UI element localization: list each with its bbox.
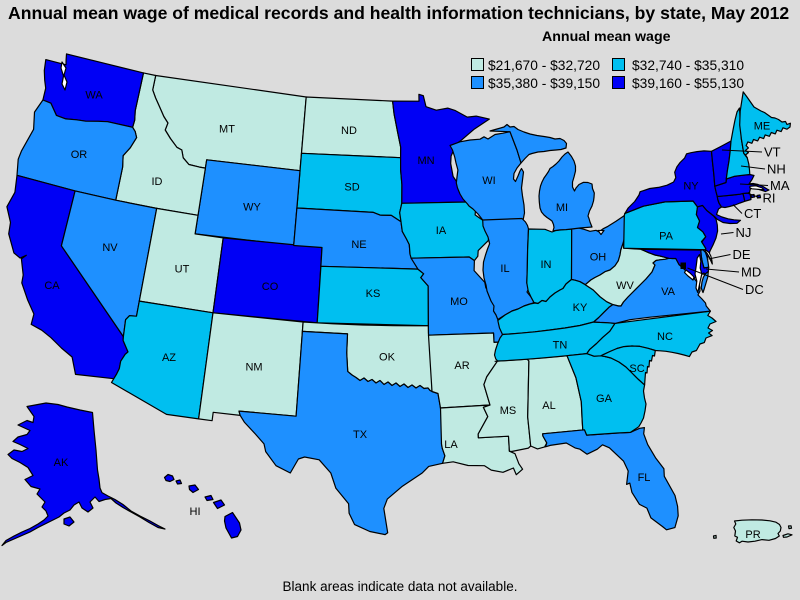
svg-text:OH: OH bbox=[590, 251, 607, 263]
svg-text:MA: MA bbox=[770, 178, 790, 193]
svg-text:ND: ND bbox=[341, 125, 357, 137]
svg-text:MN: MN bbox=[417, 155, 434, 167]
svg-text:VA: VA bbox=[661, 286, 676, 298]
svg-text:NE: NE bbox=[351, 239, 366, 251]
svg-text:NC: NC bbox=[657, 331, 673, 343]
svg-text:UT: UT bbox=[175, 263, 190, 275]
svg-text:WA: WA bbox=[85, 89, 103, 101]
svg-text:AR: AR bbox=[454, 360, 469, 372]
svg-text:VT: VT bbox=[764, 145, 781, 160]
svg-text:LA: LA bbox=[444, 439, 458, 451]
svg-text:AZ: AZ bbox=[162, 352, 176, 364]
svg-text:AL: AL bbox=[542, 400, 555, 412]
svg-text:TX: TX bbox=[353, 429, 368, 441]
svg-text:ME: ME bbox=[754, 120, 771, 132]
svg-text:NM: NM bbox=[245, 361, 262, 373]
svg-text:PR: PR bbox=[745, 529, 760, 541]
svg-text:MT: MT bbox=[219, 123, 235, 135]
svg-text:CA: CA bbox=[44, 280, 60, 292]
svg-text:KY: KY bbox=[573, 302, 588, 314]
svg-text:HI: HI bbox=[190, 506, 201, 518]
svg-text:RI: RI bbox=[763, 191, 776, 206]
svg-text:SD: SD bbox=[344, 181, 359, 193]
svg-text:IN: IN bbox=[541, 259, 552, 271]
svg-text:WI: WI bbox=[482, 175, 495, 187]
svg-text:GA: GA bbox=[596, 393, 613, 405]
svg-text:NH: NH bbox=[767, 162, 786, 177]
svg-text:WV: WV bbox=[616, 280, 634, 292]
svg-text:WY: WY bbox=[243, 201, 261, 213]
svg-text:IA: IA bbox=[436, 225, 447, 237]
svg-text:IL: IL bbox=[500, 263, 509, 275]
svg-text:DC: DC bbox=[745, 282, 764, 297]
svg-text:KS: KS bbox=[366, 288, 381, 300]
svg-text:OR: OR bbox=[71, 149, 88, 161]
svg-text:TN: TN bbox=[553, 339, 568, 351]
svg-text:MO: MO bbox=[450, 296, 468, 308]
svg-text:AK: AK bbox=[54, 457, 69, 469]
svg-text:NV: NV bbox=[102, 242, 118, 254]
svg-text:DE: DE bbox=[733, 247, 751, 262]
svg-text:NJ: NJ bbox=[736, 225, 752, 240]
svg-text:OK: OK bbox=[379, 351, 396, 363]
svg-text:SC: SC bbox=[629, 363, 644, 375]
svg-text:CO: CO bbox=[262, 281, 279, 293]
svg-text:MD: MD bbox=[741, 265, 761, 280]
svg-text:ID: ID bbox=[152, 176, 163, 188]
svg-text:NY: NY bbox=[683, 180, 699, 192]
svg-text:CT: CT bbox=[744, 206, 761, 221]
svg-text:PA: PA bbox=[659, 230, 674, 242]
svg-text:MI: MI bbox=[556, 202, 568, 214]
svg-text:MS: MS bbox=[500, 405, 517, 417]
svg-text:FL: FL bbox=[638, 472, 651, 484]
